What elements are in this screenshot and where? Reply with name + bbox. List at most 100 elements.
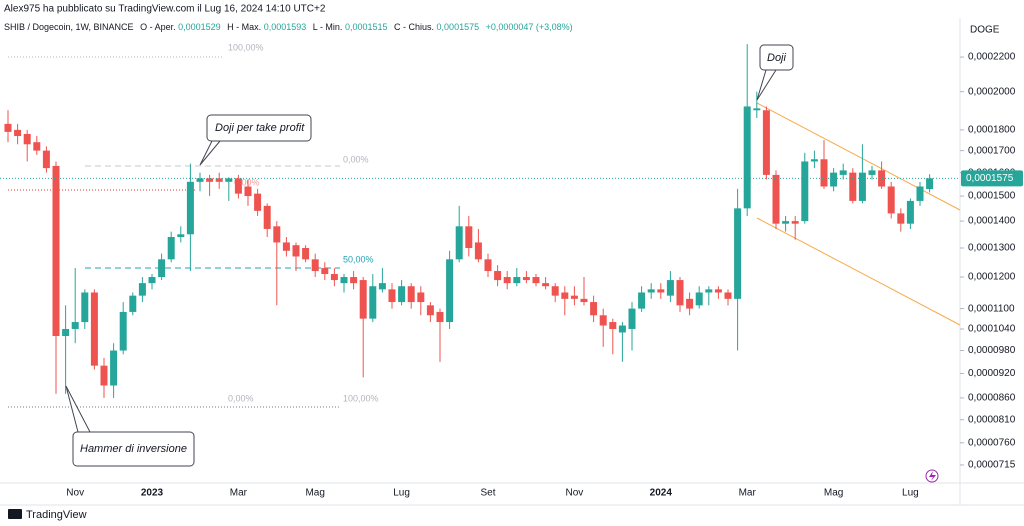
- candle-body: [350, 277, 358, 284]
- candle: [254, 188, 262, 216]
- candle: [42, 146, 50, 173]
- x-tick-label: Mar: [230, 488, 248, 499]
- candle-body: [42, 150, 50, 169]
- candle: [743, 44, 751, 216]
- x-tick-label: Mag: [305, 488, 324, 499]
- y-tick-label: 0,0000860: [968, 393, 1016, 404]
- close-value: 0,0001575: [437, 22, 480, 32]
- candle: [273, 221, 281, 306]
- candle-body: [839, 170, 847, 175]
- candle: [158, 253, 166, 281]
- candle: [455, 205, 463, 263]
- candle-body: [407, 286, 415, 303]
- y-tick-label: 0,0000810: [968, 414, 1016, 425]
- candle-body: [33, 142, 41, 151]
- candle: [417, 286, 425, 316]
- candle-body: [820, 159, 828, 187]
- candle: [724, 289, 732, 306]
- candle: [119, 302, 127, 355]
- candle-body: [897, 213, 905, 224]
- candle-body: [119, 311, 127, 351]
- candle: [282, 236, 290, 257]
- candle: [129, 292, 137, 316]
- candle: [465, 215, 473, 257]
- candle-body: [273, 226, 281, 243]
- candle: [628, 302, 636, 351]
- candle: [590, 295, 598, 323]
- candle-body: [830, 172, 838, 187]
- candle: [388, 283, 396, 309]
- candle-body: [292, 245, 300, 257]
- candle-body: [772, 174, 780, 224]
- alert-icon[interactable]: [925, 469, 939, 483]
- callout-text: Hammer di inversione: [80, 443, 187, 455]
- candle: [887, 181, 895, 219]
- candle-body: [494, 271, 502, 281]
- candle: [494, 265, 502, 287]
- candle: [657, 283, 665, 299]
- candle: [753, 91, 761, 118]
- candle: [330, 268, 338, 287]
- candle: [110, 343, 118, 398]
- currency: DOGE: [970, 25, 1000, 36]
- candle: [695, 286, 703, 309]
- candle: [897, 208, 905, 232]
- candle: [350, 271, 358, 290]
- last-price-label: 0,0001575: [966, 173, 1014, 184]
- symbol: SHIB / Dogecoin, 1W, BINANCE: [4, 22, 134, 32]
- candle: [167, 231, 175, 263]
- candle: [177, 226, 185, 243]
- fib-label: 100,00%: [343, 393, 379, 403]
- candle: [580, 277, 588, 306]
- candle: [369, 274, 377, 323]
- candle-body: [474, 242, 482, 260]
- candle: [714, 286, 722, 299]
- candle: [542, 277, 550, 290]
- x-tick-label: Set: [480, 488, 495, 499]
- candle: [801, 152, 809, 224]
- candle-body: [206, 178, 214, 182]
- candle: [858, 144, 866, 204]
- candle: [398, 280, 406, 306]
- candle: [4, 110, 12, 143]
- candle: [820, 140, 828, 189]
- y-tick-label: 0,0000920: [968, 368, 1016, 379]
- candle-body: [724, 292, 732, 299]
- y-tick-label: 0,0000715: [968, 460, 1016, 471]
- candle: [666, 271, 674, 303]
- candle-body: [388, 289, 396, 303]
- candle-body: [801, 161, 809, 222]
- candle-body: [167, 236, 175, 260]
- candle: [206, 174, 214, 197]
- candle: [340, 274, 348, 293]
- candle-body: [868, 170, 876, 175]
- candle: [196, 172, 204, 192]
- candle-body: [503, 277, 511, 284]
- candle-body: [446, 259, 454, 323]
- candle-body: [878, 170, 886, 187]
- candle-body: [148, 277, 156, 284]
- candle: [830, 168, 838, 192]
- candle: [215, 172, 223, 189]
- y-tick-label: 0,0002200: [968, 52, 1016, 63]
- last-price-tag: [961, 170, 1023, 187]
- y-tick-label: 0,0001300: [968, 243, 1016, 254]
- candle: [484, 253, 492, 278]
- candle-body: [858, 172, 866, 201]
- candle: [522, 271, 530, 284]
- x-tick-label: 2023: [141, 488, 164, 499]
- candle: [599, 308, 607, 347]
- candle-body: [62, 328, 70, 337]
- candle-body: [676, 280, 684, 306]
- candle: [33, 135, 41, 155]
- candle: [52, 161, 60, 394]
- candle-body: [321, 268, 329, 275]
- x-tick-label: Mag: [824, 488, 843, 499]
- candle-body: [330, 274, 338, 281]
- open-value: 0,0001529: [178, 22, 221, 32]
- candle-body: [628, 308, 636, 329]
- candle-body: [734, 208, 742, 299]
- candle: [551, 283, 559, 303]
